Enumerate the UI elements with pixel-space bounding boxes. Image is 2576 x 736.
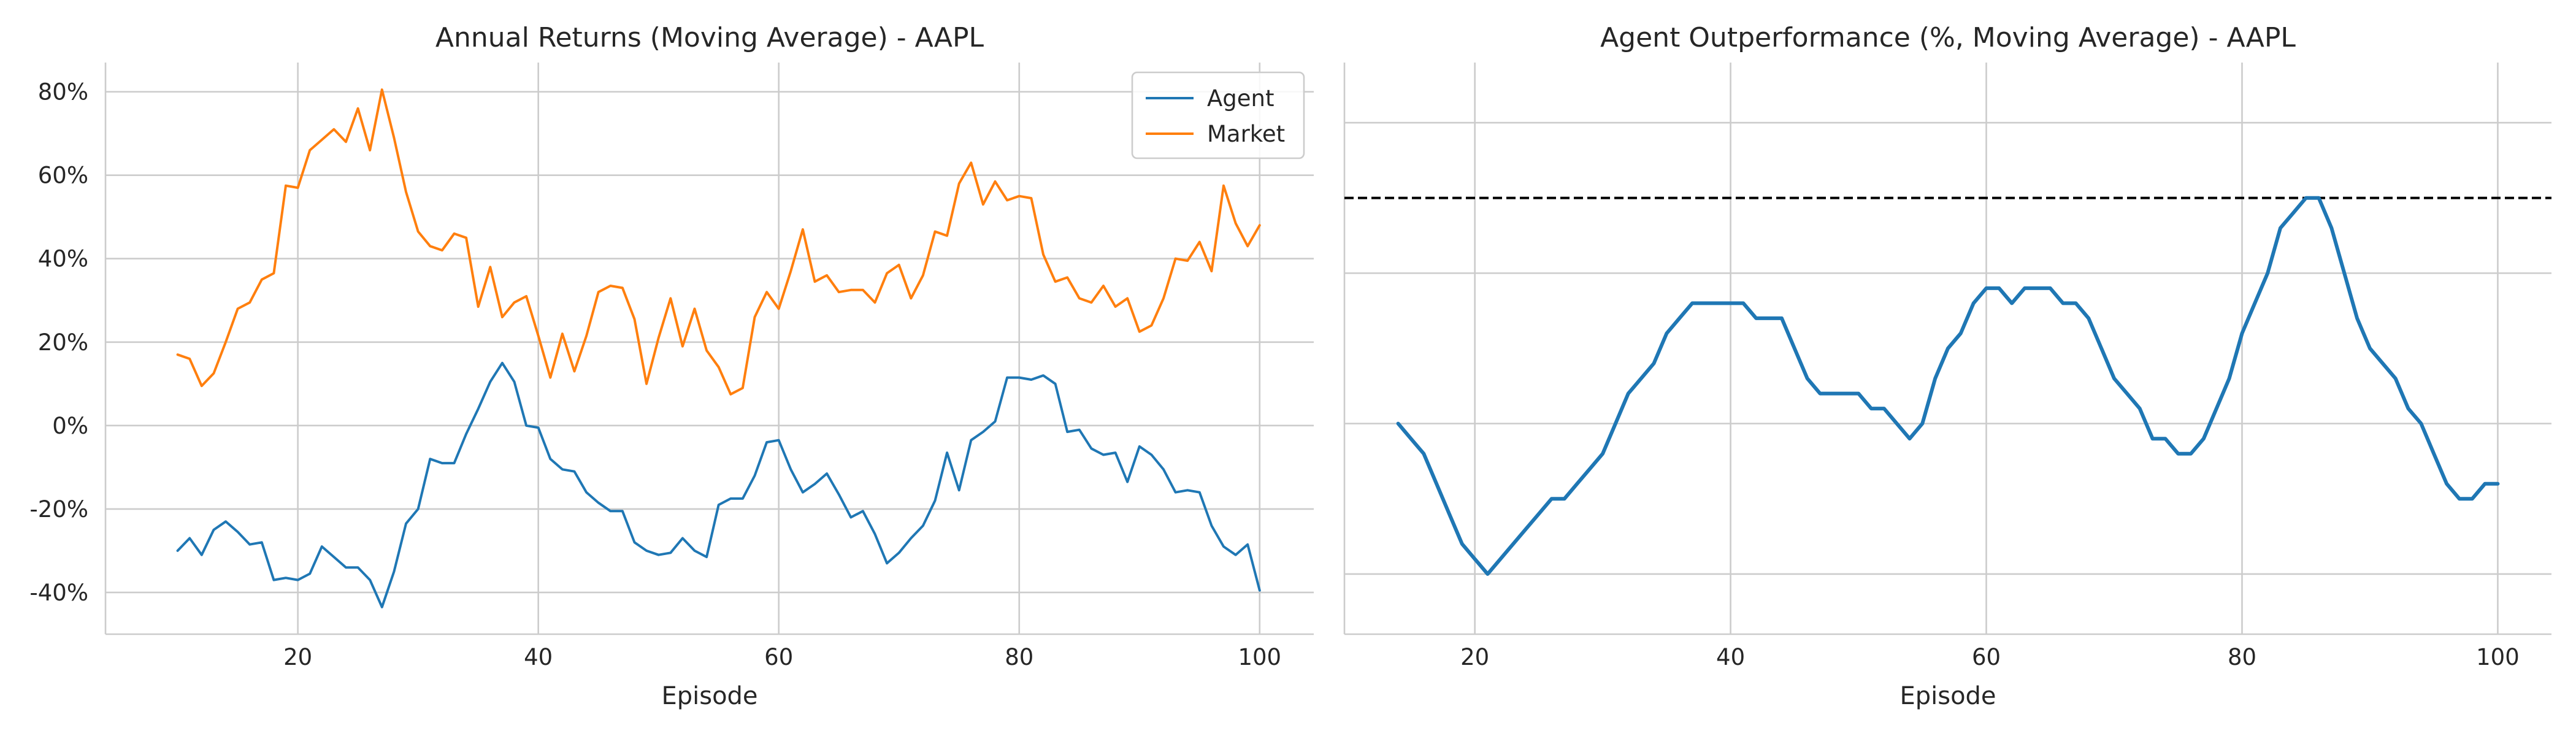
- agent-line: [176, 361, 1261, 608]
- x-tick-label: 80: [2228, 644, 2256, 670]
- x-tick-label: 80: [1005, 644, 1033, 670]
- y-tick-label: 60%: [38, 163, 88, 189]
- x-tick-label: 40: [1716, 644, 1745, 670]
- x-tick-label: 20: [1460, 644, 1489, 670]
- y-tick-label: -20%: [29, 496, 88, 523]
- y-tick-label: 80%: [38, 79, 88, 105]
- y-tick-label: -40%: [29, 580, 88, 606]
- x-tick-label: 40: [524, 644, 553, 670]
- returns-chart: 20 40 60 80 100 -40% -20% 0% 20% 40% 60% 80% Annual…: [29, 22, 1314, 710]
- y-tick-label: 40%: [38, 246, 88, 272]
- chart-title: Agent Outperformance (%, Moving Average)…: [1600, 22, 2296, 53]
- x-tick-label: 60: [764, 644, 793, 670]
- y-tick-label: 20%: [38, 329, 88, 356]
- x-tick-label: 20: [283, 644, 312, 670]
- legend-box: [1131, 71, 1305, 159]
- chart-title: Annual Returns (Moving Average) - AAPL: [435, 22, 984, 53]
- x-axis-label: Episode: [1899, 682, 1996, 710]
- series-0-line: [1396, 196, 2500, 576]
- legend: Agent Market: [1131, 71, 1305, 159]
- x-tick-label: 100: [2476, 644, 2520, 670]
- legend-label: Market: [1207, 121, 1285, 147]
- x-tick-label: 60: [1972, 644, 2001, 670]
- x-axis-label: Episode: [661, 682, 757, 710]
- outperformance-chart: 20 40 60 80 100 Agent Outperformance (%, Mov…: [1343, 22, 2551, 710]
- x-tick-label: 100: [1238, 644, 1281, 670]
- legend-label: Agent: [1207, 85, 1275, 112]
- market-line: [176, 88, 1261, 396]
- y-tick-label: 0%: [52, 413, 88, 439]
